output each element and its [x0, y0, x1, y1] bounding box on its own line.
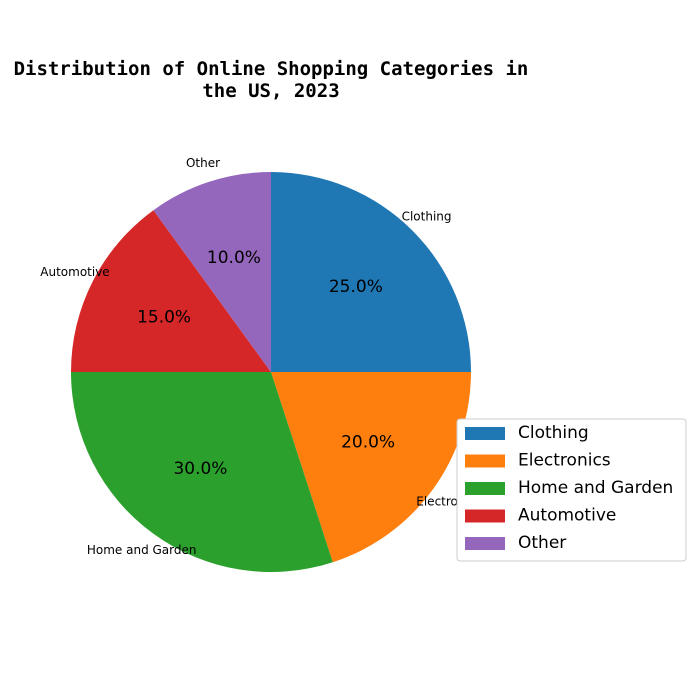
- slice-label-clothing: Clothing: [402, 209, 452, 223]
- legend-swatch-clothing: [465, 427, 505, 440]
- pie-slice-home-and-garden: [71, 372, 333, 572]
- legend-swatch-electronics: [465, 454, 505, 468]
- legend-label-automotive: Automotive: [518, 506, 616, 526]
- pct-label-clothing: 25.0%: [329, 277, 383, 297]
- slice-label-other: Other: [186, 156, 220, 170]
- slice-label-home-and-garden: Home and Garden: [87, 543, 197, 557]
- chart-title-line-1: Distribution of Online Shopping Categori…: [14, 58, 529, 80]
- legend-swatch-home-and-garden: [465, 482, 505, 495]
- legend-label-home-and-garden: Home and Garden: [518, 478, 673, 498]
- legend-label-clothing: Clothing: [518, 423, 589, 443]
- legend-frame: [456, 418, 687, 562]
- legend-swatch-automotive: [465, 509, 505, 523]
- pie-slice-clothing: [271, 172, 471, 372]
- pct-label-home-and-garden: 30.0%: [173, 459, 227, 479]
- pie-slice-other: [153, 172, 271, 372]
- legend-label-other: Other: [518, 533, 566, 553]
- pie-slice-electronics: [271, 372, 471, 563]
- pie-slices: [71, 172, 471, 572]
- pct-label-automotive: 15.0%: [137, 308, 191, 328]
- pct-label-other: 10.0%: [207, 248, 261, 268]
- pie-slice-automotive: [71, 210, 271, 372]
- legend-swatch-other: [465, 537, 505, 550]
- chart-legend: Clothing Electronics Home and Garden Automo…: [456, 418, 687, 562]
- legend-label-electronics: Electronics: [518, 451, 611, 471]
- slice-label-automotive: Automotive: [40, 265, 109, 279]
- pct-label-electronics: 20.0%: [341, 433, 395, 453]
- chart-title-line-2: the US, 2023: [202, 80, 339, 102]
